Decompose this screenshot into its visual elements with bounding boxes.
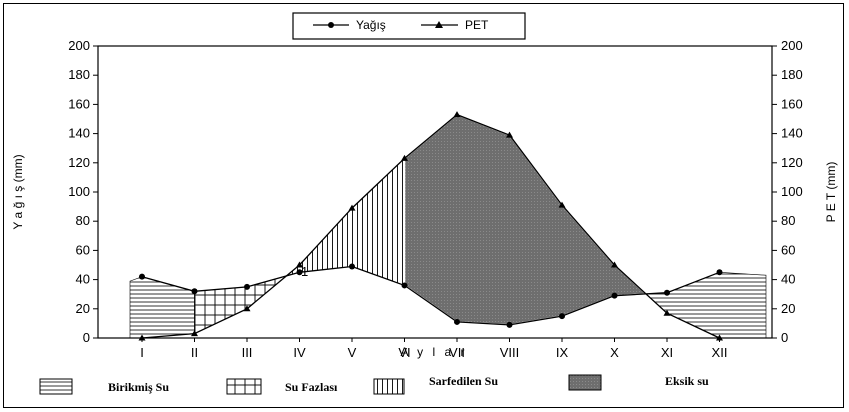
x-tick-label-viii: VIII	[500, 345, 520, 360]
x-tick-label-ii: II	[191, 345, 198, 360]
point-yagis-viii	[506, 321, 513, 328]
point-yagis-v	[349, 263, 355, 270]
x-axis-label: A y l a r	[400, 345, 467, 359]
top-legend: Yağış PET	[292, 12, 526, 40]
point-yagis-ix	[559, 313, 565, 320]
legend-label-eksik-su: Eksik su	[665, 374, 709, 388]
series-line-yagis	[141, 265, 720, 326]
point-yagis-iii	[244, 283, 250, 290]
point-pet-vii	[453, 111, 461, 118]
point-yagis-vi	[401, 282, 408, 289]
y-tick-label-left-40: 40	[76, 272, 90, 287]
y-axis-label-left: Y a ğ ı ş (mm)	[11, 154, 25, 229]
point-pet-xi	[663, 309, 671, 316]
y-tick-label-right-20: 20	[781, 301, 795, 316]
point-pet-iv	[296, 261, 303, 268]
point-yagis-iv	[296, 269, 303, 276]
legend-label-pet: PET	[465, 18, 489, 32]
area-su-fazlasi	[194, 275, 287, 335]
point-pet-vi	[401, 154, 408, 161]
y-axis-label-right: P E T (mm)	[824, 162, 838, 223]
point-yagis-i	[139, 273, 145, 280]
legend-marker-yagis	[328, 22, 334, 28]
point-pet-v	[348, 204, 356, 211]
x-tick-label-iv: IV	[293, 345, 306, 360]
y-tick-label-right-200: 200	[781, 38, 803, 53]
legend-swatch-sarfedilen-su	[373, 378, 405, 395]
x-tick-label-ix: IX	[556, 345, 569, 360]
point-yagis-vii	[454, 318, 460, 325]
y-tick-label-left-60: 60	[76, 242, 90, 257]
y-tick-label-right-120: 120	[781, 155, 803, 170]
legend-swatch-eksik-su	[568, 374, 602, 391]
point-pet-ii	[191, 330, 198, 337]
y-tick-label-left-20: 20	[76, 301, 90, 316]
point-pet-xii	[716, 334, 723, 341]
legend-label-sarfedilen-su: Sarfedilen Su	[429, 374, 498, 388]
legend-label-su-fazlasi: Su Fazlası	[285, 380, 338, 394]
legend-swatch-su-fazlasi	[226, 378, 262, 395]
annotation-label: 1	[301, 264, 308, 279]
y-tick-label-right-80: 80	[781, 213, 795, 228]
point-pet-iii	[243, 305, 251, 312]
x-tick-label-iii: III	[242, 345, 253, 360]
point-yagis-xi	[664, 289, 670, 296]
point-pet-ix	[558, 201, 566, 208]
y-tick-label-right-40: 40	[781, 272, 795, 287]
legend-marker-pet	[435, 21, 443, 28]
point-yagis-x	[611, 292, 618, 299]
point-yagis-xii	[716, 269, 723, 276]
x-tick-label-xi: XI	[661, 345, 673, 360]
y-tick-label-left-140: 140	[68, 126, 90, 141]
y-tick-label-left-120: 120	[68, 155, 90, 170]
x-tick-label-xii: XII	[712, 345, 728, 360]
area-birikmis-su-right	[645, 271, 767, 339]
area-birikmis-su-left	[129, 276, 195, 339]
y-tick-label-left-0: 0	[83, 330, 90, 345]
point-pet-i	[138, 334, 146, 341]
y-tick-label-right-160: 160	[781, 96, 803, 111]
x-tick-label-x: X	[610, 345, 619, 360]
x-tick-label-vi: VI	[398, 345, 410, 360]
x-tick-label-vii: VII	[449, 345, 465, 360]
y-tick-label-left-80: 80	[76, 213, 90, 228]
point-yagis-ii	[191, 288, 198, 295]
y-tick-label-left-160: 160	[68, 96, 90, 111]
chart-frame	[3, 3, 844, 408]
point-pet-x	[611, 261, 618, 268]
y-tick-label-left-200: 200	[68, 38, 90, 53]
bottom-legend: Birikmiş Su Su Fazlası Sarfedilen Su Eks…	[39, 374, 709, 395]
y-tick-label-right-0: 0	[781, 330, 788, 345]
legend-swatch-birikmis-su	[39, 378, 73, 395]
series-line-pet	[141, 113, 720, 339]
legend-label-birikmis-su: Birikmiş Su	[108, 380, 169, 394]
x-tick-label-v: V	[348, 345, 357, 360]
y-tick-label-right-180: 180	[781, 67, 803, 82]
y-tick-label-left-180: 180	[68, 67, 90, 82]
y-tick-label-right-140: 140	[781, 126, 803, 141]
x-tick-label-i: I	[140, 345, 144, 360]
area-eksik-su	[403, 113, 648, 326]
y-tick-label-right-60: 60	[781, 242, 795, 257]
y-tick-label-right-100: 100	[781, 184, 803, 199]
point-pet-viii	[506, 131, 513, 138]
legend-label-yagis: Yağış	[356, 18, 386, 32]
y-tick-label-left-100: 100	[68, 184, 90, 199]
